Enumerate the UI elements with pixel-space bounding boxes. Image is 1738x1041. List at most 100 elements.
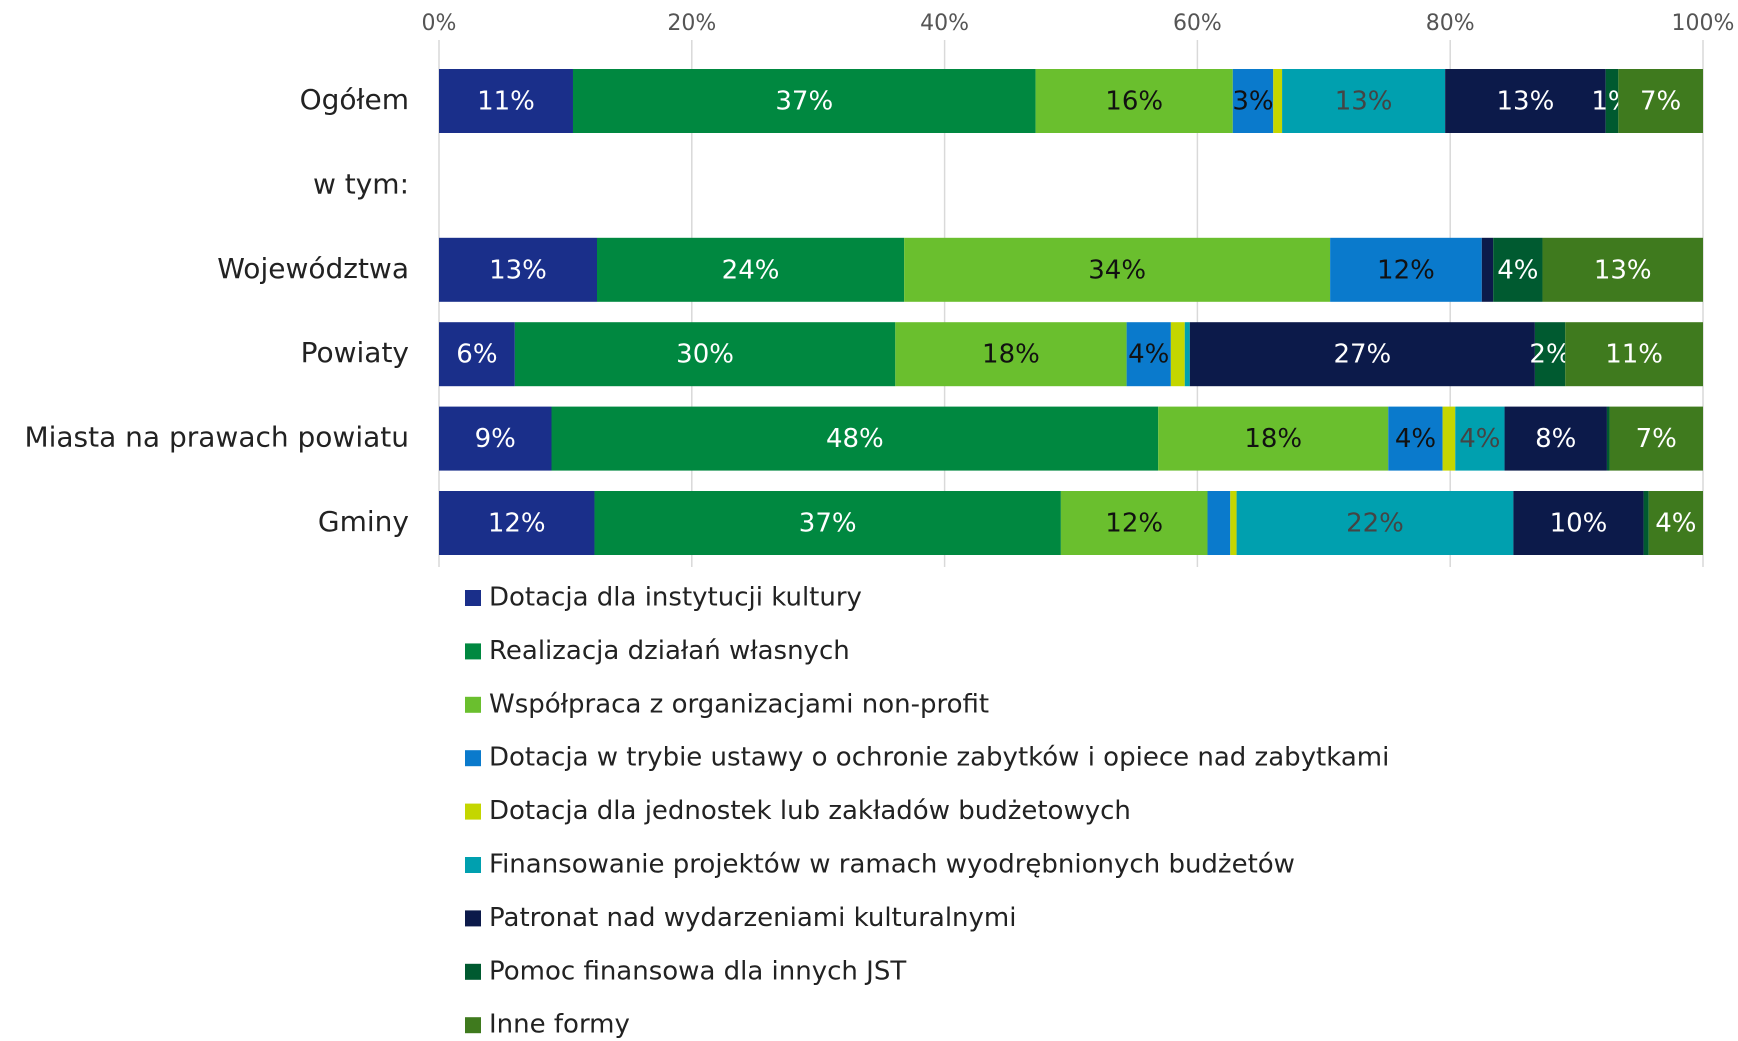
value-label: 4% [1395, 424, 1436, 454]
bar-segment [1184, 322, 1190, 387]
value-label: 4% [1128, 340, 1169, 370]
legend-swatch [465, 857, 481, 873]
bar-segment [1445, 69, 1606, 133]
value-label: 10% [1550, 509, 1608, 539]
value-label: 18% [1244, 424, 1302, 454]
bar-segment [1230, 491, 1237, 555]
legend-label: Dotacja dla instytucji kultury [489, 583, 862, 613]
value-label: 27% [1333, 340, 1391, 370]
bar-segment [439, 406, 552, 471]
legend-swatch [465, 750, 481, 767]
category-label: Miasta na prawach powiatu [24, 421, 409, 454]
bar-segment [1330, 237, 1482, 302]
value-label: 34% [1088, 255, 1146, 285]
bar-segment [1493, 237, 1543, 302]
value-label: 4% [1459, 424, 1500, 454]
legend-swatch [465, 696, 481, 713]
bar-segment [514, 322, 896, 387]
value-label: 13% [1497, 87, 1555, 117]
bar-segment [1273, 69, 1283, 133]
x-tick-label: 60% [1173, 11, 1222, 36]
legend-swatch [465, 590, 481, 606]
bar-segment [1388, 406, 1443, 471]
value-label: 3% [1232, 87, 1273, 117]
value-label: 16% [1105, 87, 1163, 117]
legend-label: Patronat nad wydarzeniami kulturalnymi [489, 903, 1016, 933]
bar-segment [1232, 69, 1274, 133]
legend-label: Finansowanie projektów w ramach wyodrębn… [489, 850, 1295, 880]
value-label: 9% [475, 424, 516, 454]
legend-label: Dotacja w trybie ustawy o ochronie zabyt… [489, 743, 1389, 773]
bar-segment [1605, 69, 1619, 133]
bar-segment [1542, 237, 1703, 302]
value-label: 12% [488, 509, 546, 539]
bar-segment [439, 491, 595, 555]
category-label: w tym: [313, 167, 409, 200]
legend-swatch [465, 803, 481, 820]
bar-segment [597, 237, 905, 302]
legend-swatch [465, 1017, 481, 1034]
legend-swatch [465, 910, 481, 927]
value-label: 30% [676, 340, 734, 370]
bar-segment [439, 322, 515, 387]
value-label: 8% [1535, 424, 1576, 454]
bar-segment [551, 406, 1159, 471]
value-label: 22% [1346, 509, 1404, 539]
value-label: 18% [982, 340, 1040, 370]
bar-segment [1189, 322, 1535, 387]
category-label: Powiaty [301, 336, 409, 369]
bar-segment [1060, 491, 1208, 555]
value-label: 13% [1594, 255, 1652, 285]
category-label: Ogółem [300, 83, 409, 116]
bar-segment [1481, 237, 1494, 302]
legend-swatch [465, 643, 481, 660]
value-label: 4% [1655, 509, 1696, 539]
bar-segment [1534, 322, 1566, 387]
bar-segment [1126, 322, 1171, 387]
bar-segment [1618, 69, 1703, 133]
value-label: 11% [1605, 340, 1663, 370]
value-label: 12% [1377, 255, 1435, 285]
bar-segment [1207, 491, 1231, 555]
x-tick-label: 40% [920, 11, 969, 36]
bar-segment [904, 237, 1331, 302]
legend-label: Dotacja dla jednostek lub zakładów budże… [489, 796, 1131, 826]
legend-label: Inne formy [489, 1010, 630, 1040]
bar-segment [439, 69, 573, 133]
bar-segment [439, 237, 597, 302]
category-label: Gminy [318, 505, 409, 538]
x-tick-label: 20% [667, 11, 716, 36]
bar-segment [594, 491, 1061, 555]
value-label: 4% [1497, 255, 1538, 285]
value-label: 7% [1640, 87, 1681, 117]
value-label: 7% [1636, 424, 1677, 454]
value-label: 48% [826, 424, 884, 454]
value-label: 13% [1335, 87, 1393, 117]
bar-segment [1643, 491, 1649, 555]
bar-segment [1455, 406, 1505, 471]
bar-segment [1513, 491, 1644, 555]
value-label: 12% [1105, 509, 1163, 539]
bar-segment [1035, 69, 1233, 133]
bar-segment [895, 322, 1127, 387]
legend-swatch [465, 963, 481, 980]
bar-segment [1504, 406, 1607, 471]
category-label: Województwa [217, 252, 409, 285]
bar-segment [572, 69, 1036, 133]
bar-segment [1236, 491, 1514, 555]
value-label: 37% [799, 509, 857, 539]
bar-segment [1606, 406, 1610, 471]
value-label: 13% [489, 255, 547, 285]
bar-segment [1170, 322, 1185, 387]
legend-label: Pomoc finansowa dla innych JST [489, 956, 906, 986]
x-tick-label: 0% [422, 11, 457, 36]
bar-segment [1282, 69, 1446, 133]
legend-label: Współpraca z organizacjami non-profit [489, 689, 989, 719]
value-label: 24% [722, 255, 780, 285]
legend-label: Realizacja działań własnych [489, 636, 850, 666]
value-label: 37% [775, 87, 833, 117]
x-tick-label: 80% [1426, 11, 1475, 36]
bar-segment [1158, 406, 1389, 471]
value-label: 11% [477, 87, 535, 117]
